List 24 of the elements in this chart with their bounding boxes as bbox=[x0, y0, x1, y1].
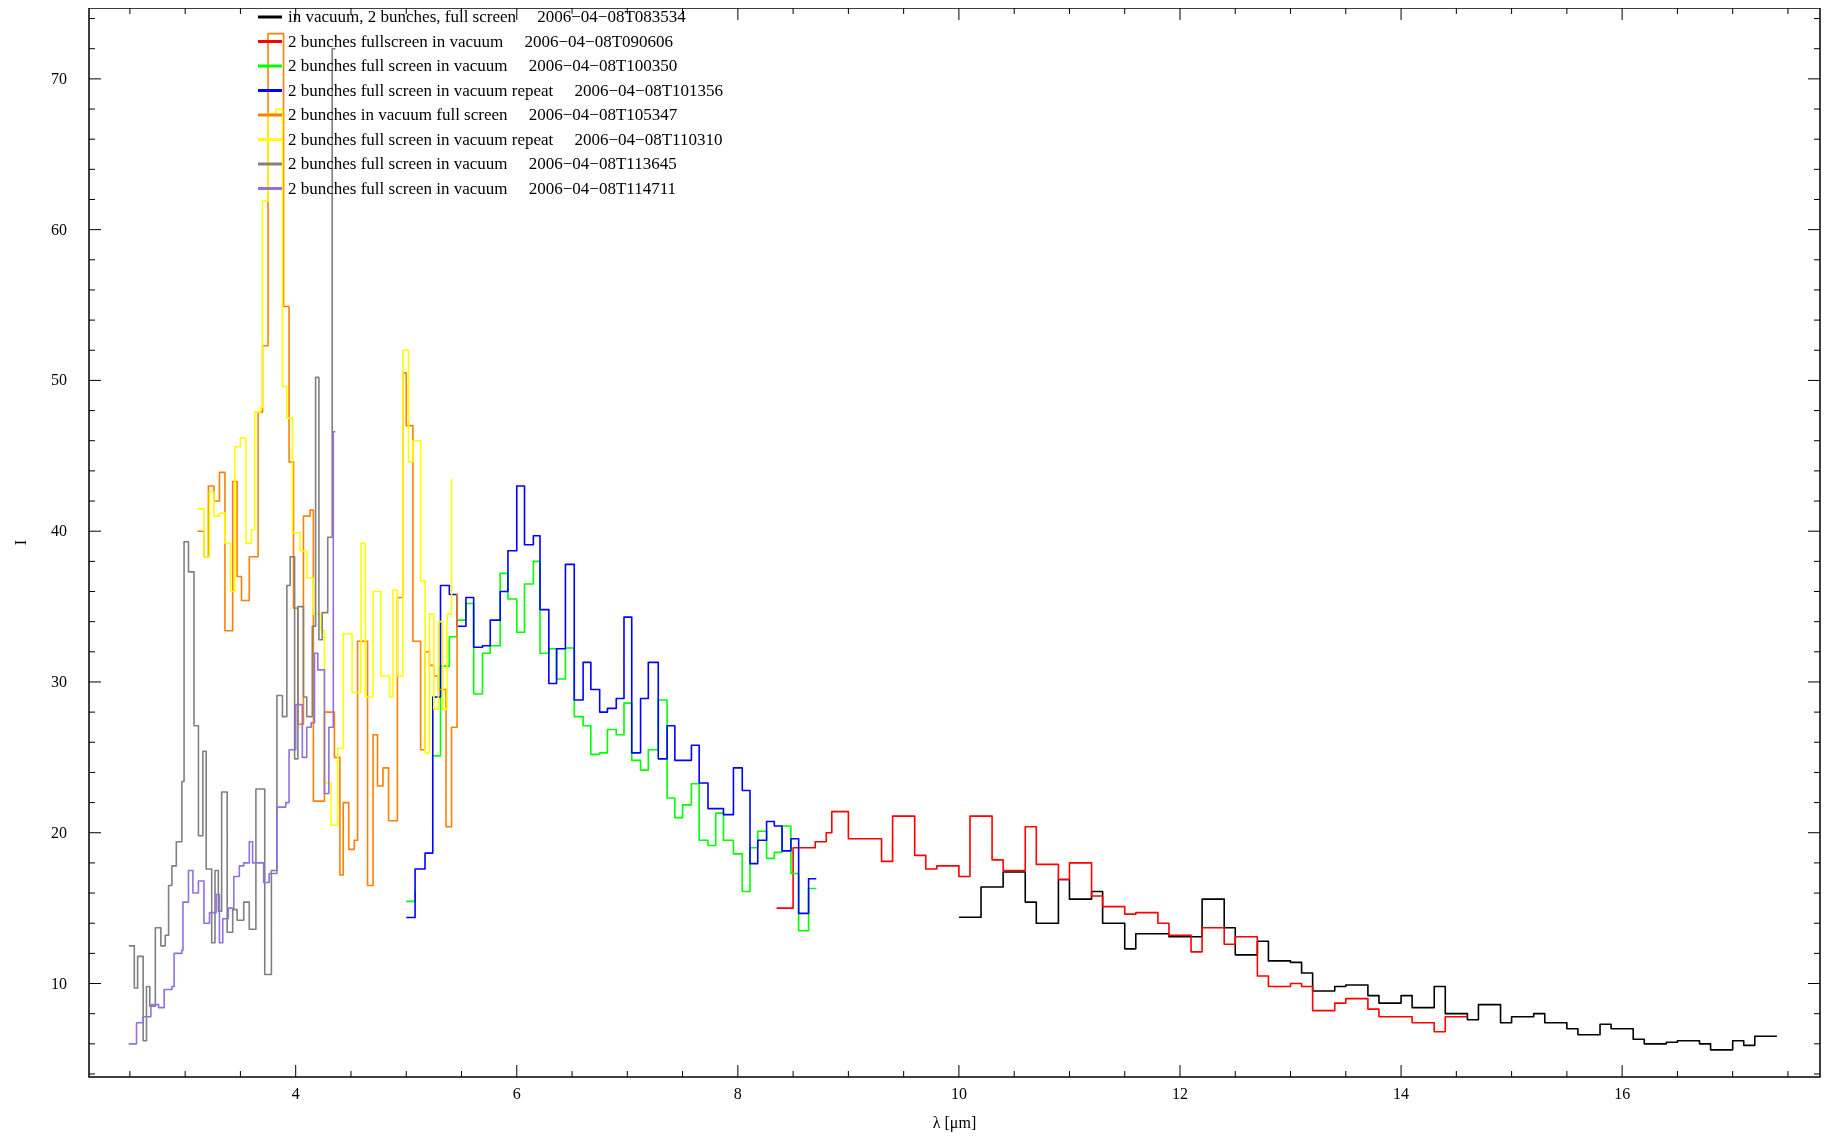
x-tick-label: 4 bbox=[291, 1085, 300, 1102]
x-tick-label: 10 bbox=[950, 1085, 967, 1102]
x-axis-title: λ [μm] bbox=[932, 1114, 977, 1132]
legend-label: 2 bunches full screen in vacuum 2006−04−08T113645 bbox=[288, 154, 677, 173]
legend-label: 2 bunches full screen in vacuum 2006−04−08T100350 bbox=[288, 56, 678, 75]
legend-label: 2 bunches full screen in vacuum repeat 2006−04−08T101356 bbox=[288, 80, 724, 100]
y-tick-label: 40 bbox=[51, 522, 67, 540]
x-tick-label: 8 bbox=[733, 1085, 742, 1102]
legend-label: 2 bunches fullscreen in vacuum 2006−04−08T090606 bbox=[288, 31, 674, 51]
y-tick-label: 50 bbox=[51, 371, 67, 389]
legend-label: in vacuum, 2 bunches, full screen 2006−04−08T083534 bbox=[288, 7, 687, 26]
y-axis-title: I bbox=[12, 539, 29, 546]
x-tick-label: 16 bbox=[1614, 1085, 1631, 1102]
y-tick-label: 60 bbox=[51, 220, 67, 238]
x-tick-label: 6 bbox=[512, 1085, 521, 1102]
x-tick-label: 12 bbox=[1171, 1085, 1188, 1102]
legend-label: 2 bunches full screen in vacuum 2006−04−08T114711 bbox=[288, 178, 677, 198]
legend-label: 2 bunches full screen in vacuum repeat 2006−04−08T110310 bbox=[288, 129, 723, 149]
y-tick-label: 70 bbox=[51, 69, 67, 87]
legend-label: 2 bunches in vacuum full screen 2006−04−08T105347 bbox=[288, 105, 678, 124]
y-tick-label: 20 bbox=[51, 823, 67, 841]
y-tick-label: 10 bbox=[51, 974, 67, 992]
y-tick-label: 30 bbox=[51, 672, 67, 690]
x-tick-label: 14 bbox=[1393, 1085, 1410, 1102]
